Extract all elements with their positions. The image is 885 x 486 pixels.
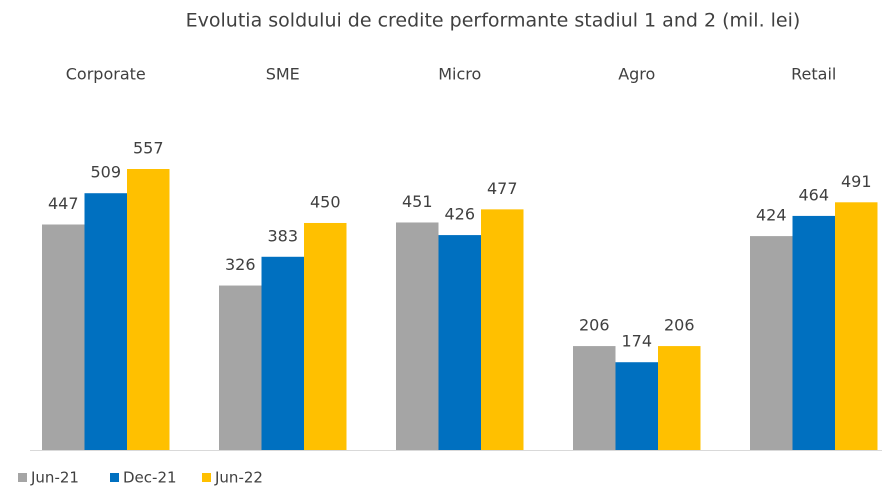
bar bbox=[219, 285, 262, 450]
data-label: 174 bbox=[621, 332, 652, 351]
bar bbox=[481, 209, 524, 450]
legend-swatch bbox=[18, 473, 27, 482]
bar bbox=[792, 215, 835, 450]
bar bbox=[304, 222, 347, 450]
data-label: 464 bbox=[798, 185, 829, 204]
category-label: Agro bbox=[618, 65, 655, 84]
data-label: 206 bbox=[579, 316, 610, 335]
data-label: 509 bbox=[90, 163, 121, 182]
chart-title: Evolutia soldului de credite performante… bbox=[186, 10, 801, 32]
bar bbox=[750, 236, 793, 450]
bar bbox=[615, 362, 658, 450]
data-label: 557 bbox=[133, 139, 164, 158]
bar bbox=[127, 169, 170, 450]
bar bbox=[42, 224, 85, 450]
data-label: 383 bbox=[267, 226, 298, 245]
category-label: SME bbox=[266, 65, 300, 84]
data-label: 426 bbox=[444, 205, 475, 224]
category-label: Corporate bbox=[66, 65, 146, 84]
bar bbox=[438, 235, 481, 450]
legend-swatch bbox=[202, 473, 211, 482]
legend-label: Jun-22 bbox=[214, 469, 263, 486]
bar bbox=[573, 346, 616, 450]
bar bbox=[84, 193, 127, 450]
bar bbox=[396, 222, 439, 450]
bar bbox=[658, 346, 701, 450]
data-label: 450 bbox=[310, 192, 341, 211]
data-label: 206 bbox=[664, 316, 695, 335]
data-label: 326 bbox=[225, 255, 256, 274]
data-label: 477 bbox=[487, 179, 518, 198]
data-label: 447 bbox=[48, 194, 79, 213]
legend-label: Dec-21 bbox=[123, 469, 177, 486]
data-label: 451 bbox=[402, 192, 433, 211]
category-label: Retail bbox=[791, 65, 836, 84]
bar bbox=[835, 202, 878, 450]
legend-label: Jun-21 bbox=[30, 469, 79, 486]
data-label: 491 bbox=[841, 172, 872, 191]
category-label: Micro bbox=[438, 65, 481, 84]
legend-swatch bbox=[110, 473, 119, 482]
data-label: 424 bbox=[756, 206, 787, 225]
bar bbox=[261, 256, 304, 450]
